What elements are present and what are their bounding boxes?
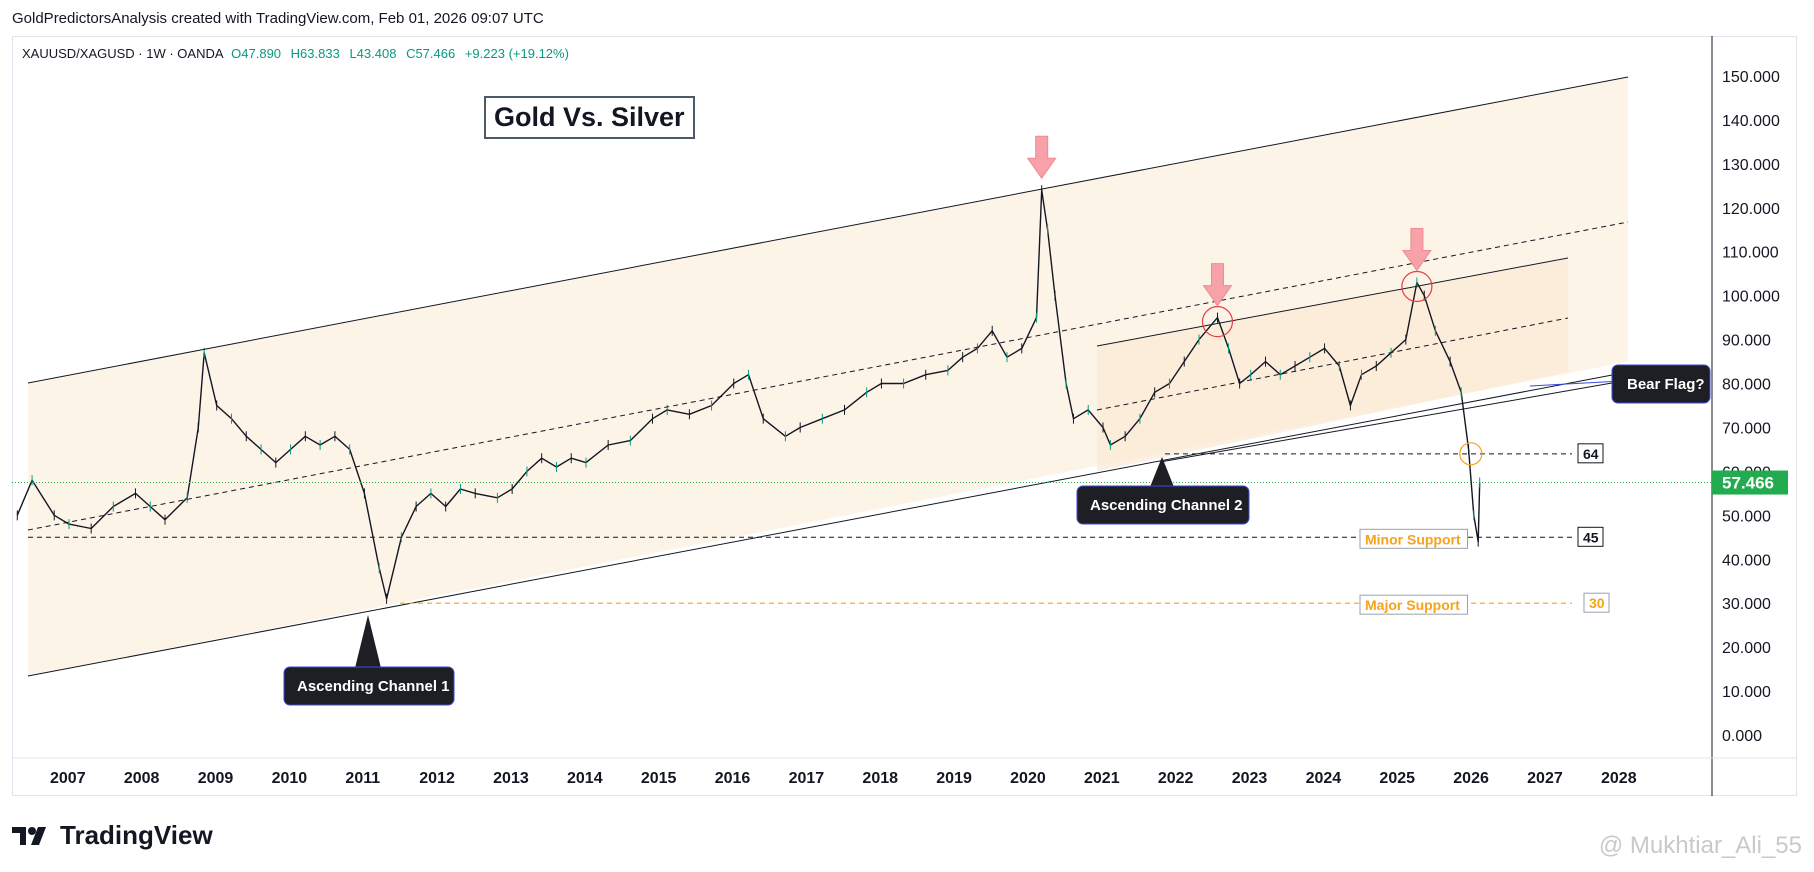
ascending-channel-2-callout: Ascending Channel 2 — [1076, 457, 1250, 525]
chart-frame[interactable] — [12, 36, 1797, 796]
channel-2-mid-line — [1096, 317, 1569, 411]
minor-support-label-text: Minor Support — [1365, 531, 1461, 547]
time-tick-label: 2009 — [198, 770, 234, 787]
channel-2-fill — [1097, 259, 1568, 472]
major-support-label-box — [1359, 594, 1468, 615]
price-tick-label: 70.000 — [1722, 420, 1771, 437]
minor-support-label: Minor Support — [1359, 528, 1468, 549]
time-tick-label: 2012 — [419, 770, 455, 787]
tradingview-logo-icon — [12, 826, 46, 845]
chart-title: Gold Vs. Silver — [484, 96, 695, 139]
time-tick-label: 2025 — [1379, 770, 1415, 787]
time-tick-label: 2028 — [1601, 770, 1637, 787]
channel-2-pointer — [1150, 457, 1174, 487]
peak-arrow-icon — [1026, 135, 1057, 180]
legend-high: H63.833 — [290, 46, 340, 61]
time-tick-label: 2026 — [1453, 770, 1489, 787]
price-tick-label: 120.000 — [1722, 201, 1780, 218]
price-tick-label: 150.000 — [1722, 69, 1780, 86]
time-tick-label: 2015 — [641, 770, 677, 787]
last-price-badge — [1712, 470, 1788, 495]
channel-1-pointer — [355, 615, 381, 668]
time-tick-label: 2017 — [789, 770, 825, 787]
level-64-label-box — [1577, 443, 1604, 464]
price-tick-label: 0.000 — [1722, 728, 1762, 745]
price-tick-label: 80.000 — [1722, 377, 1771, 394]
major-support-label-text: Major Support — [1365, 597, 1460, 613]
author-watermark: @ Mukhtiar_Ali_55 — [1599, 832, 1802, 860]
level-45-label-box — [1577, 526, 1604, 547]
time-tick-label: 2010 — [272, 770, 308, 787]
top-circle-icon — [1201, 306, 1234, 338]
channel-2-lower-line — [1159, 375, 1653, 463]
price-tick-label: 110.000 — [1722, 245, 1779, 262]
channel-1-lower-line — [27, 371, 1629, 677]
tradingview-logo[interactable]: TradingView — [12, 820, 213, 851]
price-tick-label: 50.000 — [1722, 508, 1771, 525]
symbol-legend: XAUUSD/XAGUSD · 1W · OANDA O47.890 H63.8… — [22, 46, 575, 61]
major-support-label: Major Support — [1359, 594, 1468, 615]
price-tick-label: 30.000 — [1722, 596, 1771, 613]
time-tick-label: 2020 — [1010, 770, 1046, 787]
time-tick-label: 2016 — [715, 770, 751, 787]
time-tick-label: 2014 — [567, 770, 603, 787]
price-tick-label: 40.000 — [1722, 552, 1771, 569]
time-tick-label: 2021 — [1084, 770, 1120, 787]
minor-support-label-box — [1359, 528, 1468, 549]
price-tick-label: 130.000 — [1722, 157, 1780, 174]
bear-flag-text: Bear Flag? — [1627, 376, 1705, 393]
price-tick-label: 10.000 — [1722, 684, 1771, 701]
time-tick-label: 2008 — [124, 770, 160, 787]
channel-1-upper-line — [27, 76, 1629, 384]
time-tick-label: 2018 — [862, 770, 898, 787]
legend-change: +9.223 (+19.12%) — [464, 46, 569, 61]
time-tick-label: 2024 — [1306, 770, 1342, 787]
channel-2-box — [1076, 485, 1250, 525]
price-tick-label: 20.000 — [1722, 640, 1771, 657]
price-tick-label: 140.000 — [1722, 113, 1780, 130]
top-circle-icon — [1401, 270, 1433, 303]
last-price-text: 57.466 — [1722, 474, 1774, 493]
bear-flag-box — [1611, 364, 1711, 404]
tradingview-logo-text: TradingView — [60, 820, 213, 850]
channel-2-upper-line — [1096, 257, 1569, 347]
time-tick-label: 2007 — [50, 770, 86, 787]
price-tick-label: 100.000 — [1722, 289, 1780, 306]
price-tick-label: 90.000 — [1722, 333, 1771, 350]
level-64-label-text: 64 — [1583, 446, 1599, 462]
legend-open: O47.890 — [231, 46, 282, 61]
time-tick-label: 2019 — [936, 770, 972, 787]
level-30-label-box — [1583, 592, 1610, 613]
time-tick-label: 2013 — [493, 770, 529, 787]
level-64-label: 64 — [1577, 443, 1604, 464]
level-45-label: 45 — [1577, 526, 1604, 547]
legend-symbol: XAUUSD/XAGUSD · 1W · OANDA — [22, 46, 224, 61]
bear-flag-callout: Bear Flag? — [1529, 364, 1711, 404]
level-30-label-text: 30 — [1589, 595, 1605, 611]
chart-caption: GoldPredictorsAnalysis created with Trad… — [12, 10, 544, 27]
watermark-text: @ Mukhtiar_Ali_55 — [1598, 832, 1802, 859]
channel-1-box — [283, 666, 455, 706]
channel-2-text: Ascending Channel 2 — [1090, 497, 1243, 514]
legend-close: C57.466 — [406, 46, 456, 61]
time-tick-label: 2027 — [1527, 770, 1563, 787]
channel-1-text: Ascending Channel 1 — [297, 678, 450, 695]
channel-1-mid-line — [27, 221, 1629, 531]
ascending-channel-1-callout: Ascending Channel 1 — [283, 615, 455, 706]
level-45-label-text: 45 — [1583, 529, 1599, 545]
time-tick-label: 2022 — [1158, 770, 1194, 787]
breakdown-circle-icon — [1459, 442, 1483, 466]
price-series-line — [16, 189, 1481, 600]
legend-low: L43.408 — [349, 46, 397, 61]
peak-arrow-icon — [1202, 263, 1233, 307]
time-tick-label: 2011 — [345, 770, 380, 787]
peak-arrow-icon — [1401, 227, 1432, 272]
time-tick-label: 2023 — [1232, 770, 1268, 787]
level-30-label: 30 — [1583, 592, 1610, 613]
